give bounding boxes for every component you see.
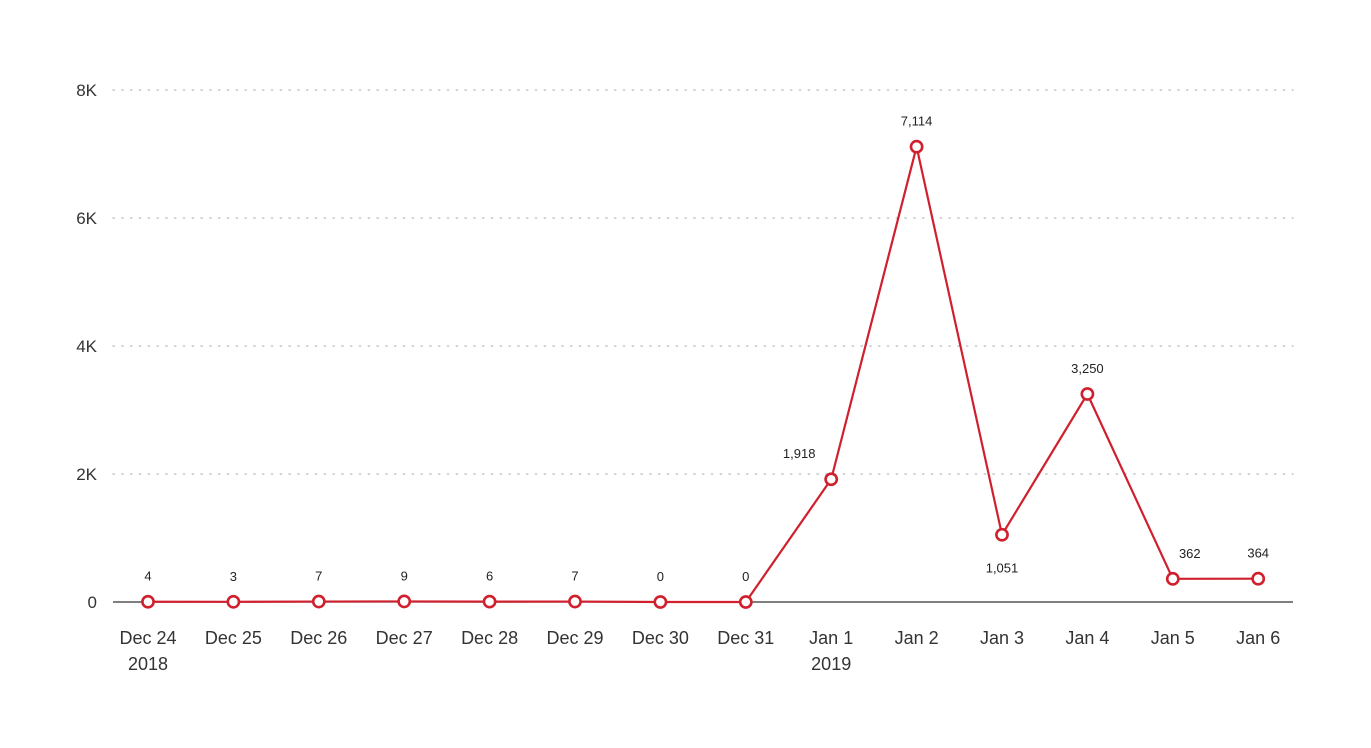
x-tick-label: Dec 27 bbox=[376, 628, 433, 648]
gridlines bbox=[112, 89, 1294, 475]
data-label: 4 bbox=[144, 569, 151, 584]
data-point bbox=[995, 527, 1009, 542]
x-tick-label: Jan 3 bbox=[980, 628, 1024, 648]
data-label: 0 bbox=[657, 569, 664, 584]
data-point bbox=[1165, 571, 1180, 586]
y-tick-label: 8K bbox=[76, 81, 97, 100]
data-point bbox=[568, 594, 582, 609]
data-point bbox=[738, 595, 753, 609]
data-label: 7 bbox=[571, 569, 578, 584]
x-tick-label: Dec 30 bbox=[632, 628, 689, 648]
data-label: 1,918 bbox=[783, 446, 816, 461]
y-tick-label: 2K bbox=[76, 465, 97, 484]
data-label: 9 bbox=[401, 568, 408, 583]
data-label: 3,250 bbox=[1071, 361, 1104, 376]
data-label: 362 bbox=[1179, 546, 1201, 561]
x-tick-label: Dec 24 2018 bbox=[119, 628, 176, 674]
x-axis: Dec 24 2018 Dec 25 Dec 26 Dec 27 Dec 28 Dec 29… bbox=[113, 601, 1293, 674]
series-line bbox=[146, 145, 1260, 604]
data-point bbox=[1251, 571, 1266, 586]
y-tick-label: 4K bbox=[76, 337, 97, 356]
data-label: 6 bbox=[486, 569, 493, 584]
data-label: 0 bbox=[742, 569, 749, 584]
x-tick-label: Dec 29 bbox=[546, 628, 603, 648]
data-point bbox=[653, 595, 668, 609]
data-point bbox=[482, 594, 497, 609]
series bbox=[141, 139, 1266, 609]
x-tick-label: Dec 31 bbox=[717, 628, 774, 648]
data-point bbox=[1080, 387, 1095, 401]
data-labels: 4 3 7 9 6 7 0 0 1,918 7,114 1,051 3,250 362 364 bbox=[144, 114, 1269, 584]
x-tick-label: Jan 4 bbox=[1065, 628, 1109, 648]
data-point bbox=[909, 139, 924, 154]
data-label: 3 bbox=[230, 569, 237, 584]
data-point bbox=[226, 594, 241, 609]
data-label: 1,051 bbox=[986, 561, 1019, 576]
data-point bbox=[397, 594, 412, 609]
x-tick-label: Dec 26 bbox=[290, 628, 347, 648]
y-tick-label: 6K bbox=[76, 209, 97, 228]
x-tick-label: Jan 1 2019 bbox=[809, 628, 853, 674]
data-point bbox=[141, 594, 155, 609]
data-label: 7 bbox=[315, 569, 322, 584]
data-label: 7,114 bbox=[901, 114, 933, 129]
y-tick-label: 0 bbox=[88, 593, 97, 612]
y-axis: 0 2K 4K 6K 8K bbox=[76, 81, 97, 612]
data-label: 364 bbox=[1247, 546, 1269, 561]
x-tick-label: Jan 6 bbox=[1236, 628, 1280, 648]
x-tick-label: Dec 25 bbox=[205, 628, 262, 648]
x-tick-label: Jan 2 bbox=[895, 628, 939, 648]
x-tick-label: Jan 5 bbox=[1151, 628, 1195, 648]
data-point bbox=[824, 472, 839, 487]
data-point bbox=[311, 594, 326, 609]
x-tick-label: Dec 28 bbox=[461, 628, 518, 648]
